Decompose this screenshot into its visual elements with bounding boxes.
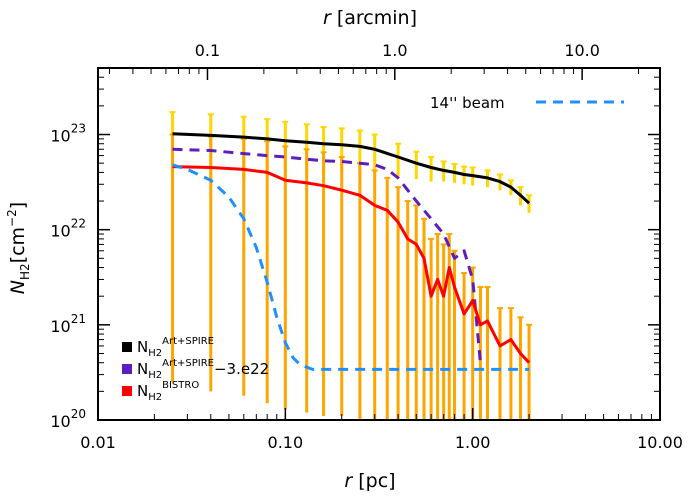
x-tick-label: 0.01	[80, 433, 116, 452]
series-line-0	[172, 132, 531, 205]
beam-legend-label: 14'' beam	[430, 94, 505, 112]
y-tick-label: 1020	[50, 407, 86, 431]
series-layer	[169, 111, 533, 420]
y-tick-label: 1022	[50, 217, 86, 241]
legend-label: NH2Art+SPIRE	[137, 336, 214, 359]
y-axis-label: NH2[cm−2]	[5, 202, 32, 294]
y-tick-label: 1021	[50, 312, 86, 336]
legend-swatch	[122, 364, 132, 374]
legend-swatch	[122, 386, 132, 396]
x2-tick-label: 0.1	[195, 41, 220, 60]
x2-axis-label: r [arcmin]	[323, 7, 417, 29]
axes-layer: 0.01 0.10 1.00 10.00 0.1 1.0 10.0 1020 1021 1022 1…	[50, 41, 683, 452]
x-axis-label: r [pc]	[344, 470, 395, 492]
x-tick-label: 10.00	[637, 433, 683, 452]
x2-tick-label: 10.0	[564, 41, 600, 60]
series-line-3	[172, 163, 530, 371]
series-line-1	[172, 147, 482, 363]
legend-label: NH2Art+SPIRE−3.e22	[137, 358, 269, 381]
x-tick-label: 0.10	[268, 433, 304, 452]
legend-label: NH2BISTRO	[137, 380, 199, 403]
legend-swatch	[122, 342, 132, 352]
beam-legend: 14'' beam	[430, 94, 624, 112]
series-line-2	[172, 165, 531, 364]
x-tick-label: 1.00	[455, 433, 491, 452]
y-tick-label: 1023	[50, 122, 86, 146]
x2-tick-label: 1.0	[382, 41, 407, 60]
